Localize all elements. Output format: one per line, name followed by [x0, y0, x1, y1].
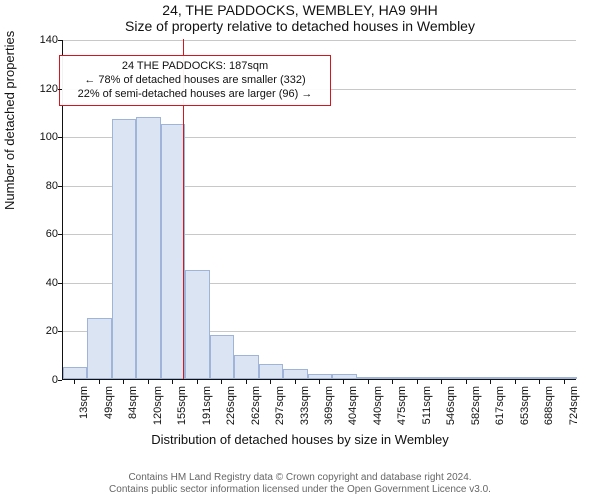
histogram-bar: [112, 119, 136, 379]
y-axis-label: Number of detached properties: [2, 31, 17, 210]
footer-line1: Contains HM Land Registry data © Crown c…: [8, 472, 592, 484]
x-tick-mark: [515, 380, 516, 384]
x-tick-label: 653sqm: [519, 386, 531, 436]
x-tick-label: 13sqm: [78, 386, 90, 436]
y-tick-label: 60: [18, 228, 58, 240]
histogram-bar: [406, 377, 430, 379]
plot-area: 24 THE PADDOCKS: 187sqm← 78% of detached…: [62, 40, 576, 380]
histogram-bar: [308, 374, 332, 379]
histogram-bar: [528, 377, 552, 379]
x-tick-label: 84sqm: [127, 386, 139, 436]
x-tick-label: 226sqm: [225, 386, 237, 436]
y-tick-mark: [58, 89, 62, 90]
y-tick-mark: [58, 331, 62, 332]
histogram-bar: [63, 367, 87, 379]
x-tick-label: 120sqm: [152, 386, 164, 436]
annotation-box: 24 THE PADDOCKS: 187sqm← 78% of detached…: [59, 55, 331, 106]
annotation-line: 24 THE PADDOCKS: 187sqm: [68, 60, 322, 74]
x-tick-mark: [466, 380, 467, 384]
x-tick-mark: [270, 380, 271, 384]
x-tick-label: 333sqm: [299, 386, 311, 436]
footer-line2: Contains public sector information licen…: [8, 484, 592, 496]
histogram-bar: [455, 377, 479, 379]
x-tick-mark: [441, 380, 442, 384]
x-tick-label: 191sqm: [201, 386, 213, 436]
x-tick-label: 440sqm: [372, 386, 384, 436]
footer-text: Contains HM Land Registry data © Crown c…: [8, 472, 592, 496]
histogram-bar: [136, 117, 160, 379]
x-tick-label: 688sqm: [543, 386, 555, 436]
y-tick-mark: [58, 186, 62, 187]
x-tick-label: 546sqm: [445, 386, 457, 436]
x-tick-mark: [564, 380, 565, 384]
gridline: [63, 40, 576, 41]
x-tick-mark: [246, 380, 247, 384]
chart-title-line2: Size of property relative to detached ho…: [0, 18, 600, 34]
y-tick-mark: [58, 283, 62, 284]
y-tick-mark: [58, 380, 62, 381]
y-tick-label: 20: [18, 325, 58, 337]
x-tick-mark: [319, 380, 320, 384]
x-tick-mark: [295, 380, 296, 384]
y-tick-label: 0: [18, 374, 58, 386]
histogram-bar: [185, 270, 209, 379]
chart-title-line1: 24, THE PADDOCKS, WEMBLEY, HA9 9HH: [0, 2, 600, 18]
histogram-bar: [87, 318, 111, 379]
annotation-line: ← 78% of detached houses are smaller (33…: [68, 74, 322, 88]
annotation-line: 22% of semi-detached houses are larger (…: [68, 88, 322, 102]
histogram-bar: [430, 377, 454, 379]
y-tick-label: 80: [18, 180, 58, 192]
y-tick-label: 40: [18, 277, 58, 289]
x-tick-mark: [197, 380, 198, 384]
histogram-bar: [479, 377, 503, 379]
histogram-bar: [504, 377, 528, 379]
chart-container: 24, THE PADDOCKS, WEMBLEY, HA9 9HH Size …: [0, 0, 600, 500]
x-tick-mark: [368, 380, 369, 384]
x-tick-label: 297sqm: [274, 386, 286, 436]
x-axis-label: Distribution of detached houses by size …: [0, 432, 600, 447]
x-tick-label: 724sqm: [568, 386, 580, 436]
histogram-bar: [553, 377, 577, 379]
x-tick-label: 617sqm: [494, 386, 506, 436]
y-tick-label: 120: [18, 83, 58, 95]
x-tick-mark: [490, 380, 491, 384]
x-tick-label: 155sqm: [176, 386, 188, 436]
histogram-bar: [283, 369, 307, 379]
histogram-bar: [357, 377, 381, 379]
x-tick-mark: [148, 380, 149, 384]
y-tick-mark: [58, 40, 62, 41]
x-tick-label: 369sqm: [323, 386, 335, 436]
histogram-bar: [381, 377, 405, 379]
x-tick-mark: [172, 380, 173, 384]
x-tick-mark: [99, 380, 100, 384]
x-tick-label: 475sqm: [396, 386, 408, 436]
x-tick-label: 582sqm: [470, 386, 482, 436]
x-tick-mark: [539, 380, 540, 384]
x-tick-mark: [221, 380, 222, 384]
x-tick-label: 262sqm: [250, 386, 262, 436]
x-tick-mark: [74, 380, 75, 384]
x-tick-label: 404sqm: [347, 386, 359, 436]
y-tick-mark: [58, 234, 62, 235]
y-tick-mark: [58, 137, 62, 138]
x-tick-label: 49sqm: [103, 386, 115, 436]
histogram-bar: [259, 364, 283, 379]
y-tick-label: 140: [18, 34, 58, 46]
x-tick-mark: [392, 380, 393, 384]
x-tick-mark: [343, 380, 344, 384]
histogram-bar: [332, 374, 356, 379]
x-tick-mark: [123, 380, 124, 384]
histogram-bar: [161, 124, 185, 379]
x-tick-mark: [417, 380, 418, 384]
y-tick-label: 100: [18, 131, 58, 143]
histogram-bar: [210, 335, 234, 379]
histogram-bar: [234, 355, 258, 379]
x-tick-label: 511sqm: [421, 386, 433, 436]
